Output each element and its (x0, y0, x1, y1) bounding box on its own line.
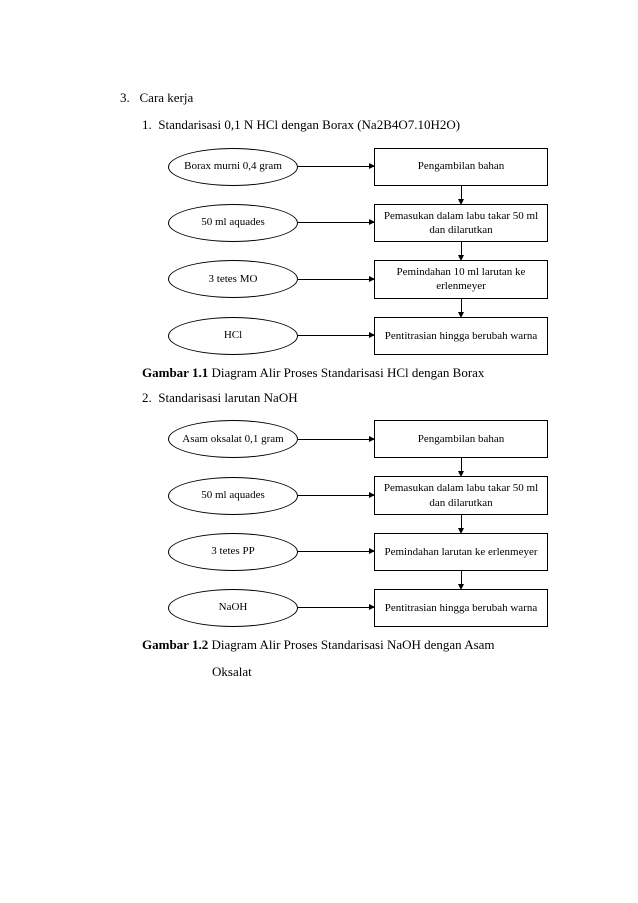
arrow-down-wrap (168, 515, 548, 533)
arrow-down-icon (374, 571, 548, 589)
arrow-down-icon (374, 515, 548, 533)
input-ellipse: 50 ml aquades (168, 477, 298, 515)
input-ellipse: Borax murni 0,4 gram (168, 148, 298, 186)
section2-text: Standarisasi larutan NaOH (158, 390, 297, 405)
flow-row: 3 tetes PP Pemindahan larutan ke erlenme… (168, 533, 548, 571)
section2-title: 2. Standarisasi larutan NaOH (120, 388, 578, 409)
arrow-down-icon (374, 458, 548, 476)
s1-post: O) (446, 117, 460, 132)
process-rect: Pemindahan 10 ml larutan ke erlenmeyer (374, 260, 548, 299)
flow-row: 50 ml aquades Pemasukan dalam labu takar… (168, 204, 548, 243)
heading-number: 3. (120, 90, 130, 105)
arrow-down-icon (374, 242, 548, 260)
flowchart-2: Asam oksalat 0,1 gram Pengambilan bahan … (168, 420, 548, 627)
arrow-down-icon (374, 186, 548, 204)
caption-bold: Gambar 1.2 (142, 637, 208, 652)
arrow-right-icon (298, 166, 374, 167)
s1-mid1: B (383, 117, 392, 132)
heading-line: 3. Cara kerja (120, 88, 578, 109)
arrow-down-icon (374, 299, 548, 317)
arrow-right-icon (298, 551, 374, 552)
flow-row: 50 ml aquades Pemasukan dalam labu takar… (168, 476, 548, 515)
arrow-right-icon (298, 222, 374, 223)
arrow-right-icon (298, 335, 374, 336)
arrow-down-wrap (168, 571, 548, 589)
figure-2-caption-line2: Oksalat (142, 662, 578, 683)
caption-bold: Gambar 1.1 (142, 365, 208, 380)
process-rect: Pentitrasian hingga berubah warna (374, 317, 548, 355)
flow-row: 3 tetes MO Pemindahan 10 ml larutan ke e… (168, 260, 548, 299)
arrow-down-wrap (168, 458, 548, 476)
arrow-down-wrap (168, 299, 548, 317)
caption-line2: Oksalat (212, 664, 252, 679)
document-page: 3. Cara kerja 1. Standarisasi 0,1 N HCl … (0, 0, 638, 727)
arrow-right-icon (298, 439, 374, 440)
arrow-right-icon (298, 495, 374, 496)
input-ellipse: 50 ml aquades (168, 204, 298, 242)
section2-number: 2. (142, 390, 152, 405)
s1-pre: Standarisasi 0,1 N HCl dengan Borax (Na (158, 117, 376, 132)
s1-mid2: O (398, 117, 407, 132)
flow-row: HCl Pentitrasian hingga berubah warna (168, 317, 548, 355)
section1-number: 1. (142, 117, 152, 132)
arrow-down-wrap (168, 242, 548, 260)
arrow-right-icon (298, 607, 374, 608)
flowchart-1: Borax murni 0,4 gram Pengambilan bahan 5… (168, 148, 548, 355)
section1-title: 1. Standarisasi 0,1 N HCl dengan Borax (… (120, 115, 578, 136)
flow-row: NaOH Pentitrasian hingga berubah warna (168, 589, 548, 627)
arrow-right-icon (298, 279, 374, 280)
caption-line1: Diagram Alir Proses Standarisasi NaOH de… (208, 637, 494, 652)
input-ellipse: 3 tetes MO (168, 260, 298, 298)
caption-rest: Diagram Alir Proses Standarisasi HCl den… (208, 365, 484, 380)
process-rect: Pemasukan dalam labu takar 50 ml dan dil… (374, 204, 548, 243)
input-ellipse: HCl (168, 317, 298, 355)
input-ellipse: 3 tetes PP (168, 533, 298, 571)
heading-text: Cara kerja (140, 90, 194, 105)
flow-row: Asam oksalat 0,1 gram Pengambilan bahan (168, 420, 548, 458)
input-ellipse: NaOH (168, 589, 298, 627)
figure-2-caption: Gambar 1.2 Diagram Alir Proses Standaris… (142, 635, 578, 656)
flow-row: Borax murni 0,4 gram Pengambilan bahan (168, 148, 548, 186)
process-rect: Pemindahan larutan ke erlenmeyer (374, 533, 548, 571)
figure-1-caption: Gambar 1.1 Diagram Alir Proses Standaris… (142, 363, 578, 384)
process-rect: Pengambilan bahan (374, 420, 548, 458)
process-rect: Pentitrasian hingga berubah warna (374, 589, 548, 627)
process-rect: Pemasukan dalam labu takar 50 ml dan dil… (374, 476, 548, 515)
process-rect: Pengambilan bahan (374, 148, 548, 186)
s1-mid3: .10H (414, 117, 440, 132)
arrow-down-wrap (168, 186, 548, 204)
input-ellipse: Asam oksalat 0,1 gram (168, 420, 298, 458)
